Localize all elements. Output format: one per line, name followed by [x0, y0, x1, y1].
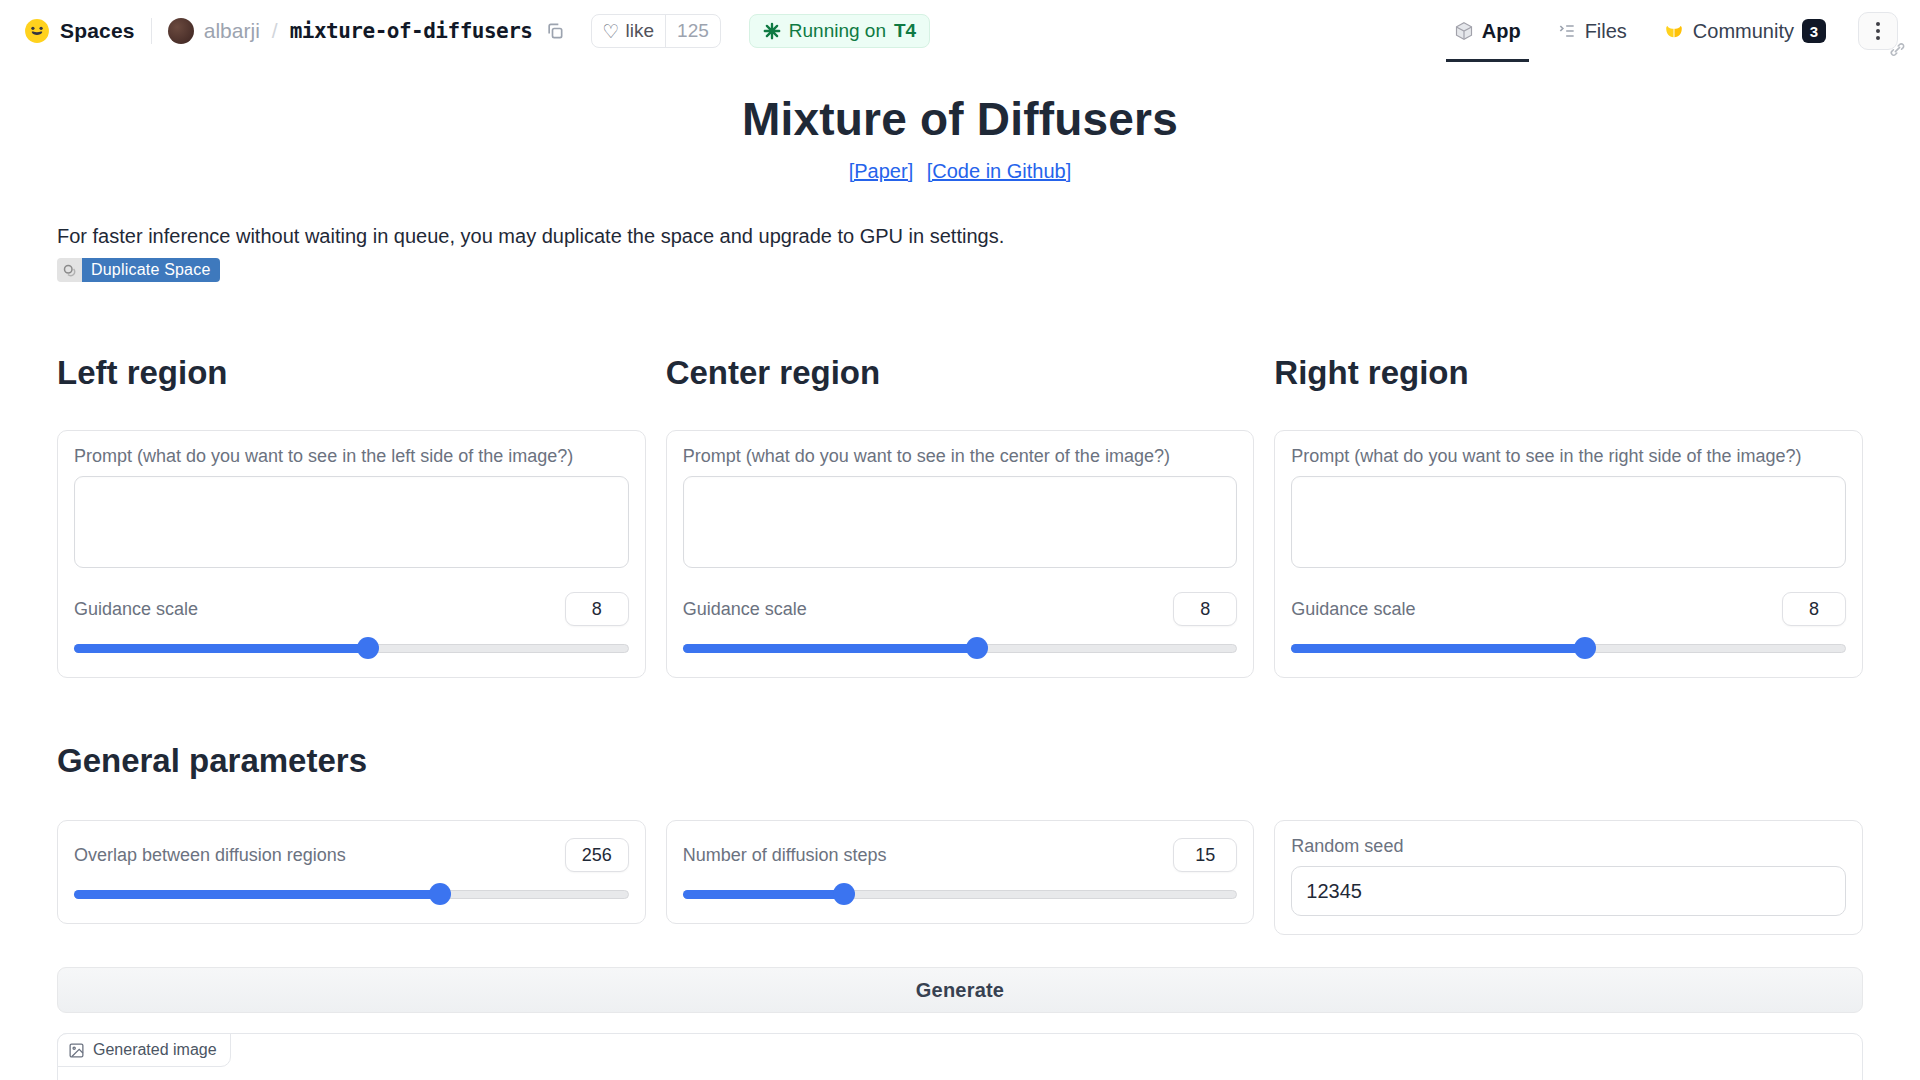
- slider-fill: [683, 644, 977, 653]
- center-region-heading: Center region: [666, 354, 1255, 392]
- center-region-card: Prompt (what do you want to see in the c…: [666, 430, 1255, 678]
- center-region-column: Center region Prompt (what do you want t…: [666, 354, 1255, 678]
- paper-link[interactable]: [Paper]: [849, 160, 913, 182]
- overlap-number-input[interactable]: [565, 838, 629, 872]
- top-navbar: Spaces albarji / mixture-of-diffusers ♡ …: [0, 0, 1920, 62]
- right-guidance-number-input[interactable]: [1782, 592, 1846, 626]
- app-content: Mixture of Diffusers [Paper] [Code in Gi…: [0, 92, 1920, 1080]
- path-separator: /: [272, 19, 278, 43]
- tab-app[interactable]: App: [1440, 0, 1535, 62]
- owner-avatar[interactable]: [168, 18, 194, 44]
- steps-card: Number of diffusion steps: [666, 820, 1255, 924]
- random-seed-input[interactable]: [1291, 866, 1846, 916]
- duplicate-space-label: Duplicate Space: [82, 258, 220, 282]
- tab-community-label: Community: [1693, 20, 1794, 43]
- hero-links: [Paper] [Code in Github]: [57, 160, 1863, 183]
- overlap-label: Overlap between diffusion regions: [74, 845, 346, 866]
- tab-files-label: Files: [1585, 20, 1627, 43]
- center-prompt-textarea[interactable]: [683, 476, 1238, 568]
- overlap-slider[interactable]: [74, 883, 629, 905]
- prompt-label: Prompt (what do you want to see in the c…: [683, 446, 1238, 467]
- cube-icon: [1454, 21, 1474, 41]
- running-label: Running on: [789, 20, 886, 42]
- page-title: Mixture of Diffusers: [57, 92, 1863, 146]
- hands-icon: [1663, 20, 1685, 42]
- slider-thumb[interactable]: [833, 883, 855, 905]
- steps-label: Number of diffusion steps: [683, 845, 887, 866]
- slider-fill: [74, 644, 368, 653]
- running-hardware: T4: [894, 20, 916, 42]
- slider-fill: [74, 890, 440, 899]
- output-label: Generated image: [93, 1041, 217, 1059]
- header-divider: [151, 18, 152, 44]
- left-guidance-number-input[interactable]: [565, 592, 629, 626]
- slider-fill: [1291, 644, 1585, 653]
- tab-files[interactable]: Files: [1543, 0, 1641, 62]
- slider-thumb[interactable]: [1574, 637, 1596, 659]
- duplicate-space-icon: [57, 258, 82, 282]
- slider-thumb[interactable]: [429, 883, 451, 905]
- right-prompt-textarea[interactable]: [1291, 476, 1846, 568]
- copy-repo-name-icon[interactable]: [543, 19, 567, 43]
- left-guidance-slider[interactable]: [74, 637, 629, 659]
- seed-label: Random seed: [1291, 836, 1846, 857]
- huggingface-logo-icon: [24, 18, 50, 44]
- steps-number-input[interactable]: [1173, 838, 1237, 872]
- output-label-chip: Generated image: [57, 1033, 231, 1067]
- right-region-card: Prompt (what do you want to see in the r…: [1274, 430, 1863, 678]
- steps-slider[interactable]: [683, 883, 1238, 905]
- prompt-label: Prompt (what do you want to see in the l…: [74, 446, 629, 467]
- right-guidance-slider[interactable]: [1291, 637, 1846, 659]
- center-guidance-number-input[interactable]: [1173, 592, 1237, 626]
- tab-community[interactable]: Community 3: [1649, 0, 1840, 62]
- repo-name-link[interactable]: mixture-of-diffusers: [290, 19, 533, 43]
- tab-app-label: App: [1482, 20, 1521, 43]
- left-region-heading: Left region: [57, 354, 646, 392]
- slider-thumb[interactable]: [966, 637, 988, 659]
- owner-link[interactable]: albarji: [204, 19, 260, 43]
- community-count-badge: 3: [1802, 19, 1826, 43]
- center-guidance-slider[interactable]: [683, 637, 1238, 659]
- running-status-badge[interactable]: Running on T4: [749, 14, 930, 48]
- duplicate-space-button[interactable]: Duplicate Space: [57, 258, 220, 282]
- slider-fill: [683, 890, 844, 899]
- guidance-scale-label: Guidance scale: [74, 599, 198, 620]
- seed-card: Random seed: [1274, 820, 1863, 935]
- github-link[interactable]: [Code in Github]: [927, 160, 1072, 182]
- right-region-heading: Right region: [1274, 354, 1863, 392]
- spaces-brand-link[interactable]: Spaces: [60, 19, 135, 43]
- guidance-scale-label: Guidance scale: [683, 599, 807, 620]
- guidance-scale-label: Guidance scale: [1291, 599, 1415, 620]
- like-label: like: [626, 20, 655, 42]
- like-button[interactable]: ♡ like 125: [591, 14, 721, 48]
- image-icon: [68, 1042, 85, 1059]
- duplicate-notice-text: For faster inference without waiting in …: [57, 225, 1863, 248]
- slider-thumb[interactable]: [357, 637, 379, 659]
- overlap-card: Overlap between diffusion regions: [57, 820, 646, 924]
- left-region-column: Left region Prompt (what do you want to …: [57, 354, 646, 678]
- generated-image-output: Generated image: [57, 1033, 1863, 1080]
- generate-button[interactable]: Generate: [57, 967, 1863, 1013]
- left-prompt-textarea[interactable]: [74, 476, 629, 568]
- general-parameters-heading: General parameters: [57, 742, 1863, 780]
- running-icon: [763, 22, 781, 40]
- prompt-label: Prompt (what do you want to see in the r…: [1291, 446, 1846, 467]
- embed-link-icon[interactable]: [1889, 41, 1906, 58]
- left-region-card: Prompt (what do you want to see in the l…: [57, 430, 646, 678]
- right-region-column: Right region Prompt (what do you want to…: [1274, 354, 1863, 678]
- like-count[interactable]: 125: [665, 15, 720, 47]
- heart-icon: ♡: [603, 22, 620, 41]
- file-tree-icon: [1557, 21, 1577, 41]
